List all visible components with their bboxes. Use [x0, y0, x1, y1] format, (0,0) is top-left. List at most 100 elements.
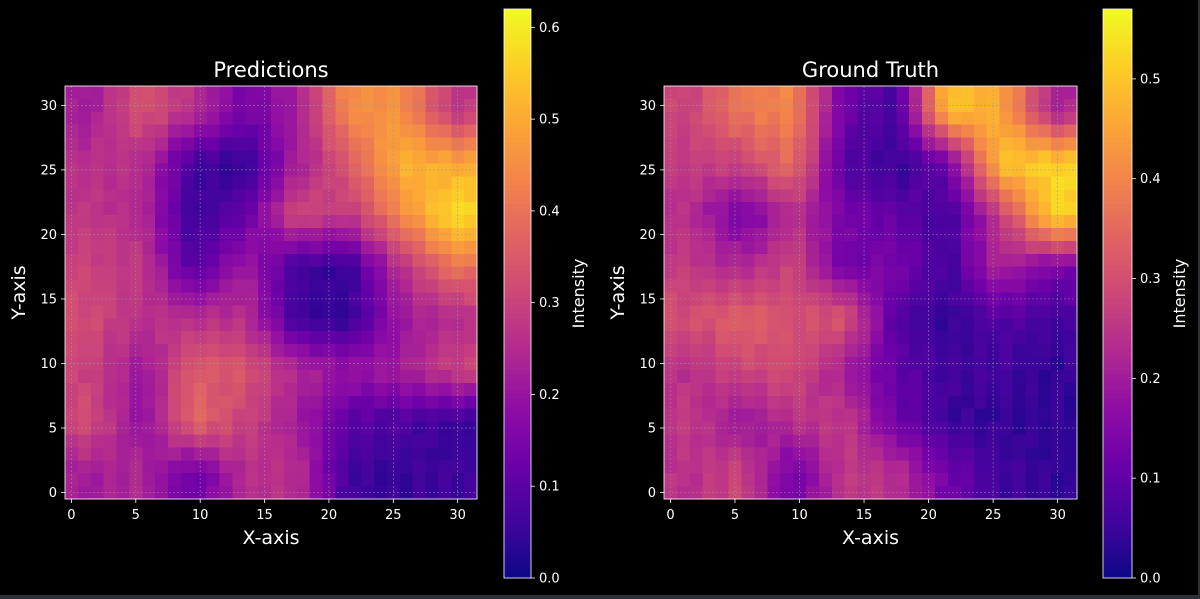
colorbar-segment — [504, 568, 531, 574]
heatmap-cell — [935, 460, 949, 474]
heatmap-cell — [947, 434, 962, 448]
heatmap-cell — [258, 253, 272, 268]
heatmap-cell — [754, 318, 768, 332]
heatmap-cell — [1038, 266, 1052, 280]
heatmap-cell — [909, 318, 923, 332]
heatmap-cell — [870, 176, 884, 190]
heatmap-cell — [960, 395, 975, 410]
heatmap-cell — [206, 447, 220, 461]
heatmap-cell — [702, 189, 717, 203]
heatmap-cell — [464, 434, 478, 448]
heatmap-cell — [689, 473, 704, 487]
heatmap-cell — [219, 382, 233, 397]
colorbar-segment — [1103, 426, 1132, 432]
heatmap-cell — [90, 137, 105, 151]
heatmap-cell — [947, 176, 962, 190]
heatmap-cell — [689, 395, 704, 410]
heatmap-cell — [283, 266, 298, 280]
heatmap-cell — [155, 305, 169, 319]
heatmap-cell — [425, 357, 439, 371]
heatmap-cell — [142, 357, 156, 371]
heatmap-cell — [676, 305, 691, 319]
heatmap-cell — [909, 369, 923, 384]
heatmap-cell — [206, 395, 220, 410]
colorbar-segment — [504, 260, 531, 266]
heatmap-cell — [283, 189, 298, 203]
heatmap-cell — [464, 279, 478, 293]
heatmap-cell — [180, 421, 195, 435]
heatmap-cell — [973, 460, 988, 474]
colorbar-segment — [504, 468, 531, 475]
heatmap-cell — [103, 202, 117, 216]
heatmap-cell — [960, 137, 975, 151]
heatmap-cell — [793, 98, 807, 113]
heatmap-cell — [412, 344, 426, 358]
colorbar-segment — [504, 174, 531, 181]
colorbar-tick-label: 0.1 — [539, 480, 560, 495]
heatmap-cell — [168, 137, 182, 151]
heatmap-cell — [180, 163, 195, 177]
heatmap-cell — [960, 357, 975, 371]
heatmap-cell — [142, 176, 156, 190]
colorbar-segment — [504, 397, 531, 404]
heatmap-cell — [412, 473, 426, 487]
heatmap-cell — [831, 215, 846, 229]
heatmap-cell — [999, 240, 1013, 255]
heatmap-cell — [844, 292, 858, 306]
heatmap-cell — [129, 86, 143, 100]
heatmap-cell — [464, 266, 478, 280]
heatmap-cell — [386, 369, 401, 384]
heatmap-cell — [283, 150, 298, 164]
heatmap-cell — [857, 434, 871, 448]
heatmap-cell — [361, 137, 375, 151]
heatmap-cell — [883, 460, 897, 474]
heatmap-cell — [831, 86, 846, 100]
heatmap-cell — [77, 473, 92, 487]
colorbar-tick-label: 0.6 — [539, 21, 560, 36]
heatmap-cell — [1051, 318, 1065, 332]
heatmap-cell — [844, 163, 858, 177]
heatmap-cell — [90, 253, 105, 268]
heatmap-cell — [168, 395, 182, 410]
heatmap-cell — [180, 137, 195, 151]
heatmap-cell — [77, 98, 92, 113]
heatmap-cell — [438, 434, 452, 448]
heatmap-cell — [805, 189, 820, 203]
heatmap-cell — [65, 486, 79, 500]
heatmap-cell — [1012, 369, 1026, 384]
x-axis-label: X-axis — [243, 527, 300, 549]
colorbar-segment — [504, 155, 531, 162]
heatmap-cell — [283, 434, 298, 448]
heatmap-cell — [947, 460, 962, 474]
heatmap-cell — [77, 318, 92, 332]
heatmap-cell — [909, 292, 923, 306]
heatmap-cell — [374, 331, 388, 345]
heatmap-cell — [831, 266, 846, 280]
colorbar-segment — [1103, 302, 1132, 309]
heatmap-cell — [232, 163, 246, 177]
heatmap-cell — [1064, 150, 1078, 164]
heatmap-cell — [922, 318, 936, 332]
heatmap-cell — [438, 176, 452, 190]
heatmap-cell — [935, 253, 949, 268]
heatmap-cell — [271, 408, 285, 422]
heatmap-cell — [689, 279, 704, 293]
heatmap-cell — [348, 434, 362, 448]
heatmap-cell — [219, 369, 233, 384]
heatmap-cell — [767, 189, 781, 203]
heatmap-cell — [831, 460, 846, 474]
heatmap-cell — [309, 202, 323, 216]
colorbar-segment — [1103, 506, 1132, 513]
heatmap-cell — [271, 86, 285, 100]
heatmap-cell — [258, 137, 272, 151]
heatmap-cell — [676, 447, 691, 461]
colorbar-segment — [1103, 459, 1132, 465]
colorbar-segment — [504, 478, 531, 484]
colorbar-segment — [1103, 383, 1132, 389]
heatmap-cell — [245, 189, 259, 203]
heatmap-cell — [689, 434, 704, 448]
heatmap-cell — [296, 215, 311, 229]
heatmap-cell — [155, 318, 169, 332]
heatmap-cell — [844, 150, 858, 164]
